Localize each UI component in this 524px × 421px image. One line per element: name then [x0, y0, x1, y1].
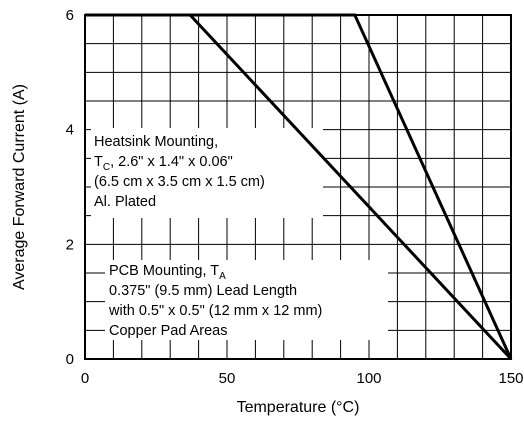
x-tick-label: 0 [81, 370, 89, 387]
annotation-text: Al. Plated [94, 194, 156, 210]
annotation-line: Copper Pad Areas [109, 323, 228, 339]
x-tick-label: 150 [498, 370, 523, 387]
x-tick-label: 100 [356, 370, 381, 387]
y-tick-label: 4 [66, 122, 74, 139]
y-tick-label: 0 [66, 351, 74, 368]
annotation-block: PCB Mounting, TA0.375" (9.5 mm) Lead Len… [105, 260, 388, 340]
annotation-text: PCB Mounting, T [109, 263, 219, 279]
annotation-text: T [94, 154, 103, 170]
x-axis-label: Temperature (°C) [237, 399, 360, 416]
subscript-text: C [103, 162, 110, 173]
annotation-line: Heatsink Mounting, [94, 134, 218, 150]
y-tick-label: 6 [66, 7, 74, 24]
annotation-text: , 2.6" x 1.4" x 0.06" [110, 154, 233, 170]
subscript-text: A [219, 271, 226, 282]
annotation-text: Heatsink Mounting, [94, 134, 218, 150]
y-axis-label: Average Forward Current (A) [11, 84, 28, 290]
annotation-line: 0.375" (9.5 mm) Lead Length [109, 283, 297, 299]
annotation-line: with 0.5" x 0.5" (12 mm x 12 mm) [108, 303, 322, 319]
annotation-text: Copper Pad Areas [109, 323, 228, 339]
annotation-text: 0.375" (9.5 mm) Lead Length [109, 283, 297, 299]
annotation-line: (6.5 cm x 3.5 cm x 1.5 cm) [94, 174, 265, 190]
annotation-text: (6.5 cm x 3.5 cm x 1.5 cm) [94, 174, 265, 190]
x-tick-label: 50 [219, 370, 236, 387]
annotation-line: Al. Plated [94, 194, 156, 210]
y-tick-label: 2 [66, 236, 74, 253]
annotation-block: Heatsink Mounting, TC, 2.6" x 1.4" x 0.06… [91, 128, 323, 218]
annotation-text: with 0.5" x 0.5" (12 mm x 12 mm) [108, 303, 322, 319]
